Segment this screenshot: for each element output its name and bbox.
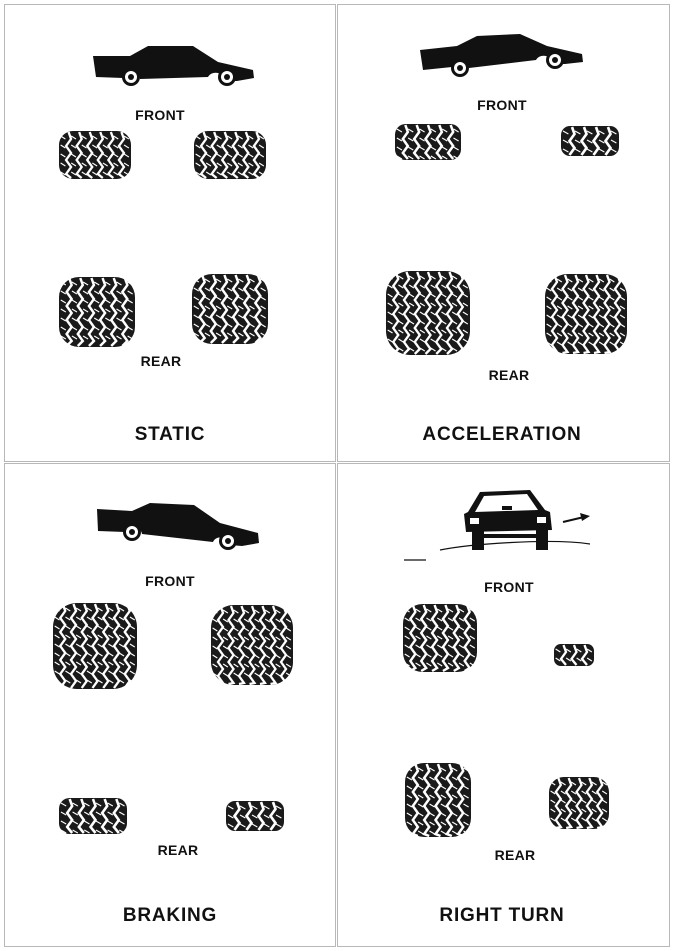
panel-title-braking: BRAKING bbox=[122, 905, 218, 926]
car-side-icon bbox=[93, 46, 254, 86]
tire-print-front-left-acceleration bbox=[394, 123, 462, 161]
rear-label-acceleration: REAR bbox=[488, 367, 530, 383]
tire-print-rear-left-acceleration bbox=[385, 270, 471, 356]
tire-print-front-left-right-turn bbox=[402, 603, 478, 673]
tire-print-rear-left-static bbox=[58, 276, 136, 348]
tire-print-front-left-braking bbox=[52, 602, 138, 690]
tire-print-rear-left-right-turn bbox=[404, 762, 472, 838]
car-rear-view-icon bbox=[404, 490, 591, 561]
panel-static bbox=[4, 4, 336, 462]
panel-acceleration bbox=[337, 4, 670, 462]
panel-title-right-turn: RIGHT TURN bbox=[439, 905, 565, 926]
rear-label-static: REAR bbox=[140, 353, 182, 369]
car-side-icon bbox=[420, 34, 583, 77]
tire-print-front-left-static bbox=[58, 130, 132, 180]
front-label-acceleration: FRONT bbox=[477, 97, 527, 113]
panel-title-static: STATIC bbox=[134, 424, 206, 445]
tire-print-front-right-braking bbox=[210, 604, 294, 686]
tire-print-rear-right-static bbox=[191, 273, 269, 345]
tire-print-rear-right-acceleration bbox=[544, 273, 628, 355]
tire-print-front-right-right-turn bbox=[553, 643, 595, 667]
panel-right-turn bbox=[337, 463, 670, 947]
front-label-static: FRONT bbox=[135, 107, 185, 123]
front-label-right-turn: FRONT bbox=[484, 579, 534, 595]
panel-braking bbox=[4, 463, 336, 947]
rear-label-braking: REAR bbox=[157, 842, 199, 858]
tire-print-rear-left-braking bbox=[58, 797, 128, 835]
rear-label-right-turn: REAR bbox=[494, 847, 536, 863]
front-label-braking: FRONT bbox=[145, 573, 195, 589]
car-side-icon bbox=[97, 503, 259, 550]
tire-print-rear-right-right-turn bbox=[548, 776, 610, 830]
tire-print-front-right-static bbox=[193, 130, 267, 180]
tire-print-front-right-acceleration bbox=[560, 125, 620, 157]
panel-title-acceleration: ACCELERATION bbox=[422, 424, 582, 445]
tire-print-rear-right-braking bbox=[225, 800, 285, 832]
